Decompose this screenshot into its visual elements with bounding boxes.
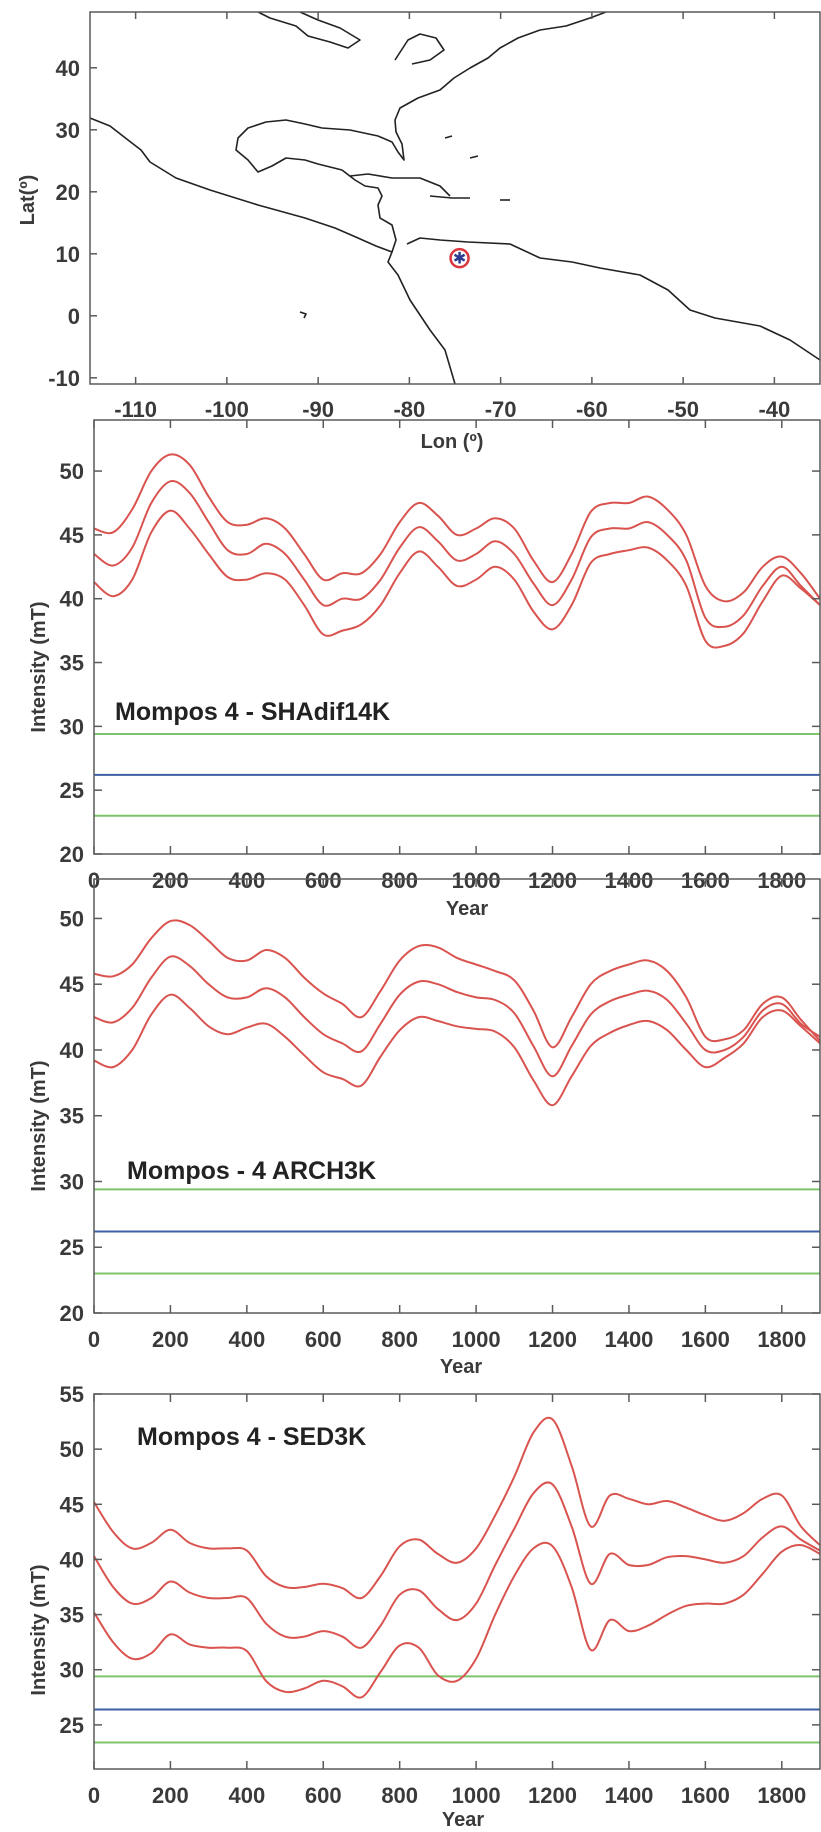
series-line-1	[93, 1481, 821, 1649]
x-tick-label: 1000	[452, 1783, 501, 1808]
map-x-tick-label: -40	[758, 397, 790, 422]
map-panel: ✱ -110 -100 -90 -80 -70 -60 -50 -40 -1001020304…	[17, 11, 821, 453]
x-tick-label: 800	[381, 1783, 418, 1808]
map-y-tick-label: 20	[56, 180, 80, 205]
chart-title: Mompos 4 - SED3K	[137, 1423, 366, 1451]
map-x-ticks: -110 -100 -90 -80 -70 -60 -50 -40	[114, 12, 790, 422]
map-frame	[89, 11, 821, 385]
x-tick-label: 1800	[757, 1327, 806, 1352]
y-tick-label: 25	[60, 1713, 84, 1738]
x-tick-label: 0	[88, 1327, 100, 1352]
map-x-tick-label: -70	[485, 397, 517, 422]
map-y-tick-label: 30	[56, 118, 80, 143]
y-tick-label: 20	[60, 842, 84, 867]
y-tick-label: 45	[60, 523, 84, 548]
y-tick-label: 20	[60, 1301, 84, 1326]
y-axis-label: Intensity (mT)	[28, 1060, 50, 1191]
x-tick-label: 1000	[452, 1327, 501, 1352]
y-axis-label: Intensity (mT)	[28, 1564, 50, 1695]
map-x-tick-label: -80	[393, 397, 425, 422]
plot-frame	[93, 419, 821, 855]
site-marker: ✱	[449, 247, 470, 269]
x-tick-label: 400	[228, 1327, 265, 1352]
site-marker-ring	[449, 247, 470, 269]
y-tick-label: 40	[60, 587, 84, 612]
x-tick-label: 200	[152, 1783, 189, 1808]
map-x-tick-label: -100	[205, 397, 249, 422]
x-axis-label: Year	[446, 898, 488, 920]
map-y-ticks: -10 0 10 20 30 40	[48, 56, 97, 391]
y-tick-label: 25	[60, 1235, 84, 1260]
x-tick-label: 800	[381, 1327, 418, 1352]
y-tick-label: 50	[60, 906, 84, 931]
map-x-tick-label: -50	[667, 397, 699, 422]
map-y-tick-label: -10	[48, 366, 80, 391]
x-tick-label: 200	[152, 1327, 189, 1352]
map-x-tick-label: -90	[302, 397, 334, 422]
y-axis-label: Intensity (mT)	[28, 601, 50, 732]
star-circle-icon: ✱	[453, 249, 466, 268]
x-tick-label: 1600	[681, 1327, 730, 1352]
series-line-1	[93, 480, 821, 629]
plot-frame	[93, 1393, 821, 1770]
x-tick-label: 0	[88, 1783, 100, 1808]
x-tick-label: 1800	[757, 1783, 806, 1808]
x-axis-label: Year	[442, 1809, 484, 1831]
series-line-2	[93, 1541, 821, 1699]
x-tick-label: 600	[305, 1783, 342, 1808]
map-x-tick-label: -110	[114, 397, 157, 422]
map-x-axis-label: Lon (º)	[421, 431, 484, 453]
x-tick-label: 1200	[528, 1327, 577, 1352]
series-line-0	[93, 453, 821, 603]
y-tick-label: 50	[60, 1437, 84, 1462]
y-tick-label: 45	[60, 1492, 84, 1517]
series-line-0	[93, 1416, 821, 1600]
series-line-1	[93, 955, 821, 1078]
y-tick-label: 35	[60, 651, 84, 676]
chart-title: Mompos 4 - SHAdif14K	[115, 698, 390, 726]
x-axis-label: Year	[440, 1356, 482, 1378]
map-y-axis-label: Lat(º)	[17, 175, 39, 226]
chart-shadif14k: Mompos 4 - SHAdif14K Year Intensity (mT)…	[28, 419, 821, 920]
map-y-tick-label: 10	[56, 242, 80, 267]
y-tick-label: 30	[60, 714, 84, 739]
chart-sed3k: Mompos 4 - SED3K Year Intensity (mT) 0 20…	[28, 1382, 821, 1831]
chart-title: Mompos - 4 ARCH3K	[127, 1157, 376, 1185]
y-tick-label: 35	[60, 1104, 84, 1129]
y-tick-label: 45	[60, 972, 84, 997]
x-tick-label: 1400	[604, 1783, 653, 1808]
coastlines	[89, 11, 821, 385]
series-line-2	[93, 993, 821, 1107]
map-y-tick-label: 40	[56, 56, 80, 81]
series-line-0	[93, 919, 821, 1049]
y-tick-label: 50	[60, 459, 84, 484]
y-tick-label: 35	[60, 1603, 84, 1628]
x-tick-label: 1200	[528, 1783, 577, 1808]
y-tick-label: 40	[60, 1038, 84, 1063]
y-tick-label: 30	[60, 1169, 84, 1194]
x-tick-label: 1600	[681, 1783, 730, 1808]
map-x-tick-label: -60	[576, 397, 608, 422]
y-tick-label: 55	[60, 1382, 84, 1407]
map-y-tick-label: 0	[68, 304, 80, 329]
x-tick-label: 400	[228, 1783, 265, 1808]
y-tick-label: 30	[60, 1658, 84, 1683]
plot-frame	[93, 878, 821, 1314]
y-tick-label: 40	[60, 1547, 84, 1572]
x-tick-label: 1400	[604, 1327, 653, 1352]
series-line-2	[93, 509, 821, 649]
y-tick-label: 25	[60, 778, 84, 803]
x-tick-label: 600	[305, 1327, 342, 1352]
